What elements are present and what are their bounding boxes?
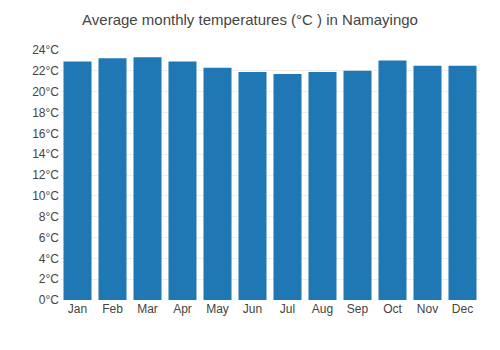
svg-text:2°C: 2°C: [39, 272, 59, 286]
svg-text:Aug: Aug: [312, 302, 333, 316]
svg-text:Feb: Feb: [102, 302, 123, 316]
svg-text:20°C: 20°C: [32, 85, 59, 99]
svg-text:Jul: Jul: [280, 302, 295, 316]
svg-text:Apr: Apr: [173, 302, 192, 316]
svg-text:6°C: 6°C: [39, 231, 59, 245]
svg-text:18°C: 18°C: [32, 106, 59, 120]
svg-text:22°C: 22°C: [32, 64, 59, 78]
svg-text:16°C: 16°C: [32, 127, 59, 141]
svg-text:Average monthly temperatures (: Average monthly temperatures (°C ) in Na…: [82, 11, 418, 28]
svg-text:14°C: 14°C: [32, 147, 59, 161]
svg-text:8°C: 8°C: [39, 210, 59, 224]
svg-text:0°C: 0°C: [39, 293, 59, 307]
svg-text:12°C: 12°C: [32, 168, 59, 182]
svg-text:24°C: 24°C: [32, 43, 59, 57]
svg-text:Sep: Sep: [347, 302, 369, 316]
svg-text:Oct: Oct: [383, 302, 402, 316]
svg-text:10°C: 10°C: [32, 189, 59, 203]
svg-text:Jan: Jan: [68, 302, 87, 316]
svg-text:Mar: Mar: [137, 302, 158, 316]
svg-text:Dec: Dec: [452, 302, 473, 316]
svg-text:Jun: Jun: [243, 302, 262, 316]
svg-text:Nov: Nov: [417, 302, 438, 316]
svg-text:May: May: [206, 302, 229, 316]
svg-text:4°C: 4°C: [39, 252, 59, 266]
